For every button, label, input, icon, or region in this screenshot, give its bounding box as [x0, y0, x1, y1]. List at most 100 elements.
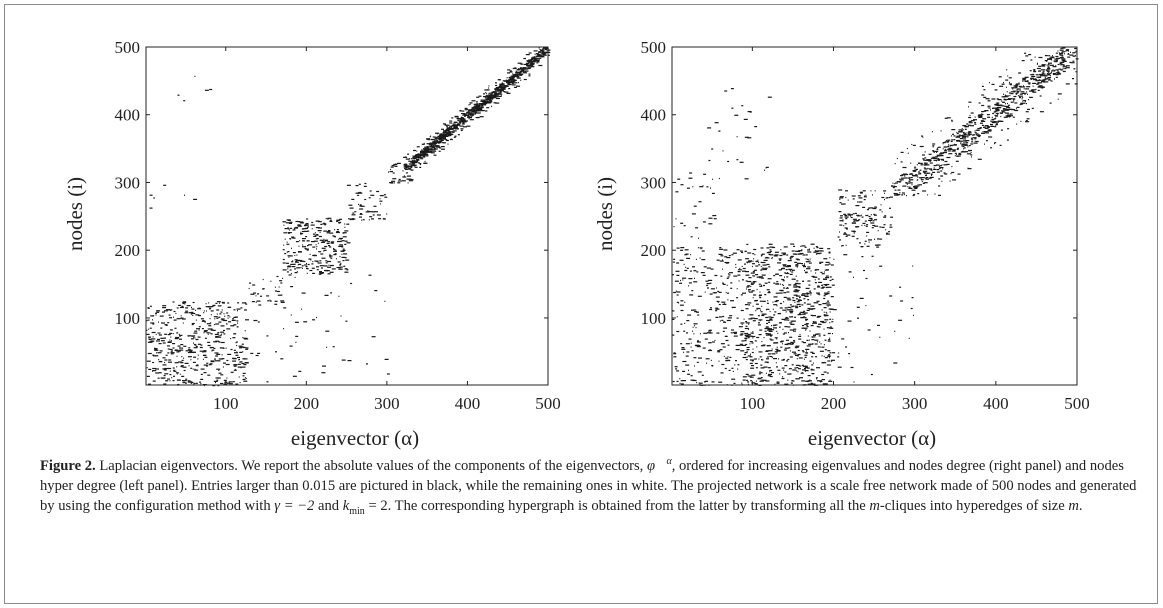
data-point — [323, 238, 325, 240]
data-point — [864, 220, 867, 222]
data-point — [771, 353, 776, 355]
data-point — [768, 330, 773, 332]
data-point — [681, 348, 686, 350]
data-point — [672, 380, 675, 383]
data-point — [815, 356, 818, 358]
data-point — [338, 245, 343, 247]
data-point — [999, 85, 1004, 87]
data-point — [761, 314, 765, 317]
data-point — [776, 346, 778, 348]
data-point — [768, 316, 772, 318]
data-point — [299, 259, 303, 262]
data-point — [724, 256, 728, 258]
data-point — [300, 233, 302, 235]
data-point — [341, 256, 346, 258]
data-point — [796, 358, 798, 360]
data-point — [181, 305, 184, 307]
data-point — [1004, 94, 1006, 96]
data-point — [341, 359, 346, 361]
data-point — [248, 287, 250, 290]
data-point — [819, 286, 821, 288]
caption-text-3: . The corresponding hypergraph is obtain… — [387, 497, 866, 514]
data-point — [870, 190, 872, 192]
data-point — [215, 336, 219, 338]
data-point — [839, 197, 844, 199]
data-point — [426, 151, 428, 153]
data-point — [968, 131, 972, 133]
data-point — [228, 321, 232, 323]
data-point — [788, 368, 792, 370]
data-point — [940, 170, 943, 172]
data-point — [815, 377, 818, 379]
data-point — [431, 139, 435, 141]
data-point — [749, 359, 754, 361]
data-point — [874, 219, 878, 221]
data-point — [845, 196, 847, 199]
data-point — [506, 84, 508, 86]
data-point — [325, 330, 330, 332]
data-point — [195, 314, 200, 316]
data-point — [824, 357, 828, 359]
data-point — [192, 314, 194, 316]
data-point — [914, 169, 917, 171]
data-point — [810, 314, 813, 316]
left-cluster-block — [346, 182, 388, 221]
data-point — [493, 97, 497, 99]
data-point — [794, 261, 798, 263]
data-point — [764, 282, 768, 284]
data-point — [798, 357, 803, 359]
data-point — [967, 146, 969, 148]
data-point — [707, 287, 709, 289]
data-point — [925, 164, 930, 166]
data-point — [1049, 57, 1053, 59]
data-point — [391, 165, 395, 167]
data-point — [340, 315, 342, 317]
data-point — [225, 363, 230, 366]
data-point — [961, 128, 963, 130]
data-point — [156, 311, 160, 313]
data-point — [439, 147, 442, 149]
data-point — [885, 233, 890, 235]
data-point — [411, 158, 413, 160]
data-point — [452, 128, 457, 130]
data-point — [270, 280, 272, 282]
data-point — [730, 300, 734, 302]
data-point — [541, 50, 543, 52]
data-point — [978, 116, 983, 118]
data-point — [676, 380, 679, 382]
data-point — [1020, 120, 1022, 122]
data-point — [903, 177, 908, 179]
data-point — [228, 381, 233, 383]
data-point — [449, 131, 454, 133]
data-point — [762, 264, 767, 266]
data-point — [179, 306, 184, 309]
data-point — [826, 283, 830, 286]
data-point — [339, 256, 341, 258]
data-point — [802, 351, 805, 353]
data-point — [252, 284, 256, 286]
data-point — [152, 338, 156, 340]
x-tick-label: 300 — [902, 394, 928, 413]
data-point — [717, 290, 720, 293]
data-point — [907, 152, 909, 154]
data-point — [1006, 69, 1008, 71]
data-point — [212, 304, 216, 306]
data-point — [281, 294, 283, 296]
data-point — [816, 380, 821, 382]
data-point — [676, 262, 680, 264]
data-point — [960, 142, 962, 144]
data-point — [753, 258, 755, 260]
data-point — [693, 205, 697, 207]
data-point — [538, 61, 540, 63]
data-point — [483, 100, 485, 102]
data-point — [864, 240, 867, 242]
data-point — [184, 362, 189, 364]
data-point — [1044, 60, 1048, 62]
data-point — [335, 231, 340, 234]
data-point — [292, 375, 297, 377]
data-point — [191, 306, 192, 308]
data-point — [1072, 55, 1076, 57]
data-point — [896, 193, 901, 196]
x-tick-label: 500 — [1064, 394, 1090, 413]
data-point — [299, 221, 304, 223]
